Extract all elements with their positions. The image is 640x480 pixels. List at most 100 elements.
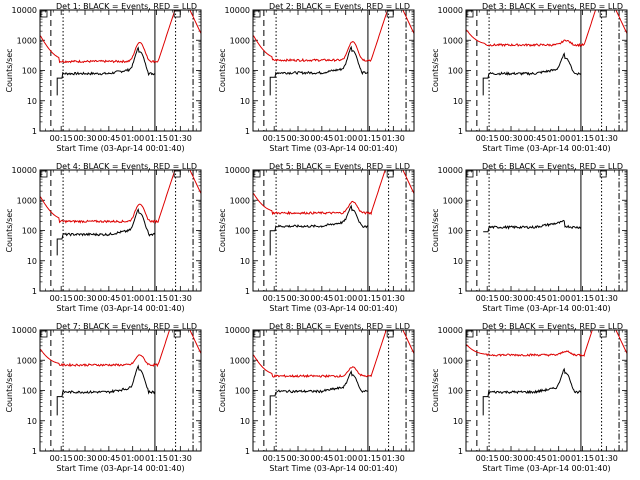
x-axis-label: Start Time (03-Apr-14 00:01:40) [269,144,397,153]
y-tick-label: 1 [32,287,37,296]
y-tick-label: 10000 [12,166,37,175]
x-tick-label: 01:00 [334,454,357,463]
y-tick-label: 1000 [443,36,463,45]
panel-title: Det 4: BLACK = Events, RED = LLD [56,162,197,171]
x-tick-label: 00:30 [499,134,522,143]
y-axis-label: Counts/sec [218,48,227,92]
x-tick-label: 01:15 [145,454,168,463]
y-tick-label: 100 [448,227,463,236]
x-tick-label: 00:30 [286,454,309,463]
x-tick-label: 00:30 [73,454,96,463]
panel-title: Det 2: BLACK = Events, RED = LLD [269,2,410,11]
panel-title: Det 7: BLACK = Events, RED = LLD [56,322,197,331]
series-group [253,170,414,256]
x-tick-label: 01:15 [358,454,381,463]
x-tick-label: 01:15 [145,294,168,303]
x-tick-label: 00:45 [523,294,546,303]
events-series-line [482,367,582,416]
y-tick-label: 10 [27,257,37,266]
y-axis-label: Counts/sec [5,368,14,412]
corner-marker-left [253,170,261,178]
x-tick-label: 01:15 [571,134,594,143]
y-tick-label: 10000 [438,166,463,175]
x-tick-label: 00:45 [310,454,333,463]
corner-marker-left [466,170,474,178]
plot-frame [39,9,202,132]
x-tick-label: 01:15 [358,294,381,303]
y-tick-label: 10 [27,97,37,106]
corner-marker-left [40,170,48,178]
x-tick-label: 01:15 [358,134,381,143]
panel-det-6: Det 6: BLACK = Events, RED = LLD 1 10 100 10… [431,162,628,313]
y-tick-label: 100 [22,67,37,76]
series-group [253,330,414,416]
plot-frame [252,329,415,452]
x-axis-label: Start Time (03-Apr-14 00:01:40) [56,304,184,313]
plot-frame [252,169,415,292]
corner-marker-right [173,10,181,18]
x-tick-label: 01:00 [121,134,144,143]
y-tick-label: 1 [458,287,463,296]
series-group [466,10,627,96]
x-tick-label: 00:15 [476,134,499,143]
x-axis-label: Start Time (03-Apr-14 00:01:40) [56,464,184,473]
plot-frame [252,9,415,132]
panel-det-3: Det 3: BLACK = Events, RED = LLD 1 10 100 10… [431,2,628,153]
y-tick-label: 1000 [443,356,463,365]
y-tick-label: 10000 [438,326,463,335]
series-group [40,10,201,96]
x-tick-label: 00:15 [476,294,499,303]
x-tick-label: 01:15 [145,134,168,143]
panel-det-8: Det 8: BLACK = Events, RED = LLD 1 10 100 10… [218,322,415,473]
y-axis-label: Counts/sec [431,208,440,252]
x-tick-label: 01:00 [334,134,357,143]
x-tick-label: 01:15 [571,454,594,463]
corner-marker-right [599,170,607,178]
x-tick-label: 00:30 [286,134,309,143]
series-group [253,10,414,96]
lld-series-line [466,330,627,357]
lld-series-line [253,330,414,379]
x-axis-label: Start Time (03-Apr-14 00:01:40) [482,464,610,473]
y-tick-label: 1000 [230,356,250,365]
series-group [40,330,201,416]
plot-frame [465,169,628,292]
x-tick-label: 01:30 [382,454,405,463]
y-tick-label: 1 [245,287,250,296]
x-axis-label: Start Time (03-Apr-14 00:01:40) [269,464,397,473]
x-tick-label: 01:30 [169,454,192,463]
plot-frame [465,9,628,132]
x-tick-label: 01:30 [169,134,192,143]
x-tick-label: 00:15 [50,294,73,303]
events-series-line [56,207,156,256]
corner-marker-right [173,170,181,178]
x-tick-label: 00:45 [310,294,333,303]
x-tick-label: 00:45 [97,454,120,463]
y-tick-label: 1000 [17,36,37,45]
x-tick-label: 00:15 [476,454,499,463]
lld-series-line [253,170,414,216]
panel-det-1: Det 1: BLACK = Events, RED = LLD 1 10 100 10… [5,2,202,153]
y-tick-label: 1000 [17,356,37,365]
x-tick-label: 01:00 [547,454,570,463]
x-tick-label: 00:45 [310,134,333,143]
corner-marker-right [386,330,394,338]
x-tick-label: 01:30 [169,294,192,303]
y-tick-label: 100 [448,67,463,76]
x-tick-label: 01:30 [595,294,618,303]
y-tick-label: 1000 [230,36,250,45]
x-tick-label: 00:15 [50,454,73,463]
y-tick-label: 10000 [225,326,250,335]
y-axis-label: Counts/sec [218,208,227,252]
corner-marker-right [386,170,394,178]
events-series-line [269,370,369,416]
panel-det-5: Det 5: BLACK = Events, RED = LLD 1 10 100 10… [218,162,415,313]
lld-series-line [466,10,627,48]
events-series-line [56,364,156,416]
y-tick-label: 1 [458,447,463,456]
panel-title: Det 8: BLACK = Events, RED = LLD [269,322,410,331]
x-tick-label: 00:30 [499,294,522,303]
panel-det-2: Det 2: BLACK = Events, RED = LLD 1 10 100 10… [218,2,415,153]
panel-det-7: Det 7: BLACK = Events, RED = LLD 1 10 100 10… [5,322,202,473]
